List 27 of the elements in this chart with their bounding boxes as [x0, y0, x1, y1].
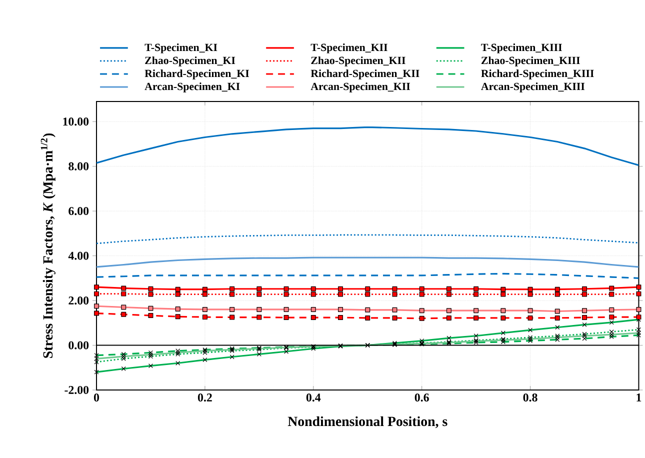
- y-tick-label: 0.00: [68, 341, 89, 350]
- legend-label: Arcan-Specimen_KIII: [481, 82, 585, 93]
- x-tick-label: 0.2: [198, 394, 212, 402]
- y-tick-label: 4.00: [68, 252, 89, 260]
- legend-label: T-Specimen_KIII: [481, 44, 562, 54]
- y-tick-label: -2.00: [64, 386, 89, 394]
- y-axis-title: Stress Intensity Factors, K (Mpa·m$^{1/2}$): [40, 134, 56, 358]
- legend-label: T-Specimen_KII: [310, 44, 388, 54]
- y-tick-label: 6.00: [68, 207, 89, 216]
- y-tick-label: 10.00: [63, 118, 89, 126]
- x-tick-label: 0: [94, 394, 100, 402]
- legend-label: Arcan-Specimen_KI: [144, 82, 240, 93]
- legend-label: Zhao-Specimen_KI: [145, 56, 236, 66]
- y-tick-label: 8.00: [68, 162, 89, 171]
- x-axis-title: Nondimensional Position, s: [288, 416, 448, 428]
- x-tick-label: 0.8: [523, 394, 538, 402]
- legend-label: T-Specimen_KI: [144, 44, 218, 54]
- legend-label: Arcan-Specimen_KII: [310, 82, 410, 93]
- x-tick-label: 0.6: [414, 394, 429, 402]
- x-tick-label: 1: [636, 394, 642, 402]
- legend-label: Richard-Specimen_KI: [144, 70, 250, 80]
- x-tick-label: 0.4: [306, 394, 321, 402]
- legend-label: Zhao-Specimen_KII: [311, 56, 406, 66]
- legend-label: Richard-Specimen_KII: [310, 70, 420, 80]
- legend-label: Zhao-Specimen_KIII: [481, 56, 580, 66]
- legend-label: Richard-Specimen_KIII: [481, 70, 594, 80]
- y-tick-label: 2.00: [68, 296, 89, 305]
